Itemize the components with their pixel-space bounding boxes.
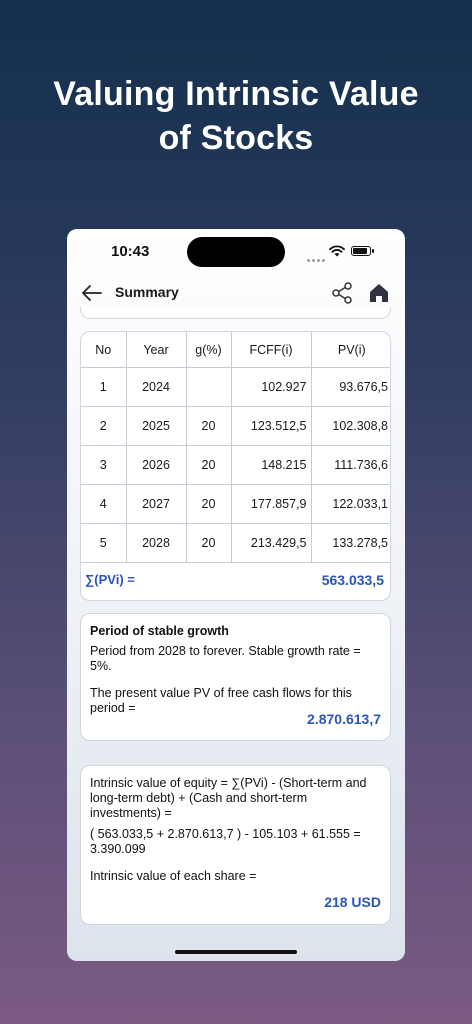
- table-row: 1 2024 102.927 93.676,5: [81, 367, 390, 407]
- share-value: 218 USD: [324, 894, 381, 910]
- nav-bar: Summary: [67, 279, 405, 309]
- cell-fcff: 148.215: [230, 445, 312, 485]
- dynamic-island: [187, 237, 285, 267]
- headline-line-2: of Stocks: [158, 119, 314, 157]
- cell-pv: 111.736,6: [310, 445, 390, 485]
- cell-pv: 133.278,5: [310, 523, 390, 563]
- intrinsic-value-card: Intrinsic value of equity = ∑(PVi) - (Sh…: [80, 765, 391, 925]
- home-indicator[interactable]: [175, 950, 297, 954]
- cell-no: 5: [81, 523, 127, 563]
- cell-year: 2026: [125, 445, 187, 485]
- cell-year: 2028: [125, 523, 187, 563]
- cell-fcff: 123.512,5: [230, 406, 312, 446]
- table-row: 4 2027 20 177.857,9 122.033,1: [81, 484, 390, 524]
- cell-growth: 20: [185, 445, 232, 485]
- pv-sum-row: ∑(PVi) = 563.033,5: [81, 560, 390, 600]
- cell-year: 2025: [125, 406, 187, 446]
- table-header-row: No Year g(%) FCFF(i) PV(i): [81, 332, 390, 368]
- header-no: No: [81, 332, 127, 368]
- cash-flow-table-card: No Year g(%) FCFF(i) PV(i) 1 2024 102.92…: [80, 331, 391, 601]
- equity-calculation: ( 563.033,5 + 2.870.613,7 ) - 105.103 + …: [90, 827, 361, 856]
- header-growth: g(%): [185, 332, 232, 368]
- back-arrow-icon[interactable]: [81, 283, 103, 303]
- cell-no: 2: [81, 406, 127, 446]
- wifi-icon: [329, 245, 345, 257]
- page-title: Summary: [115, 284, 179, 300]
- cell-growth: 20: [185, 484, 232, 524]
- previous-card-edge: [80, 307, 391, 319]
- cell-no: 3: [81, 445, 127, 485]
- equity-formula: Intrinsic value of equity = ∑(PVi) - (Sh…: [90, 776, 367, 820]
- headline-line-1: Valuing Intrinsic Value: [53, 75, 419, 113]
- stable-growth-pv-text: The present value PV of free cash flows …: [90, 686, 352, 715]
- promo-headline: Valuing Intrinsic Value of Stocks: [0, 72, 472, 160]
- stable-growth-pv-value: 2.870.613,7: [307, 711, 381, 727]
- cell-growth: 20: [185, 523, 232, 563]
- cell-no: 1: [81, 367, 127, 407]
- cell-no: 4: [81, 484, 127, 524]
- header-pv: PV(i): [310, 332, 390, 368]
- cell-pv: 93.676,5: [310, 367, 390, 407]
- home-icon[interactable]: [369, 282, 389, 304]
- table-row: 3 2026 20 148.215 111.736,6: [81, 445, 390, 485]
- status-time: 10:43: [111, 243, 150, 260]
- cellular-signal-icon: [307, 249, 327, 267]
- header-year: Year: [125, 332, 187, 368]
- cell-fcff: 213.429,5: [230, 523, 312, 563]
- cash-flow-table: No Year g(%) FCFF(i) PV(i) 1 2024 102.92…: [81, 332, 390, 563]
- table-row: 2 2025 20 123.512,5 102.308,8: [81, 406, 390, 446]
- status-bar: 10:43: [67, 229, 405, 279]
- stable-growth-period: Period from 2028 to forever. Stable grow…: [90, 644, 361, 673]
- pv-sum-label: ∑(PVi) =: [85, 572, 135, 587]
- pv-sum-value: 563.033,5: [321, 572, 384, 588]
- cell-growth: 20: [185, 406, 232, 446]
- share-value-label: Intrinsic value of each share =: [90, 869, 257, 883]
- cell-year: 2024: [125, 367, 187, 407]
- stable-growth-title: Period of stable growth: [90, 624, 229, 638]
- phone-screen: 10:43 Summary No: [67, 229, 405, 961]
- cell-growth: [185, 367, 232, 407]
- cell-pv: 102.308,8: [310, 406, 390, 446]
- cell-fcff: 102.927: [230, 367, 312, 407]
- cell-year: 2027: [125, 484, 187, 524]
- cell-pv: 122.033,1: [310, 484, 390, 524]
- header-fcff: FCFF(i): [230, 332, 312, 368]
- battery-icon: [351, 246, 374, 256]
- stable-growth-card: Period of stable growth Period from 2028…: [80, 613, 391, 741]
- share-icon[interactable]: [331, 281, 353, 305]
- table-row: 5 2028 20 213.429,5 133.278,5: [81, 523, 390, 563]
- cell-fcff: 177.857,9: [230, 484, 312, 524]
